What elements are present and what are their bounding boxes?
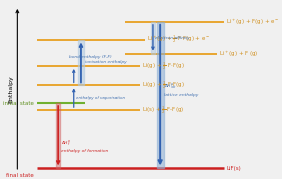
Bar bbox=[78, 40, 84, 85]
Text: $\Delta H^o_{lat}$
lattice enthalpy: $\Delta H^o_{lat}$ lattice enthalpy bbox=[164, 83, 198, 97]
Text: LiF(s): LiF(s) bbox=[226, 166, 241, 171]
Text: bond enthalpy (F-F): bond enthalpy (F-F) bbox=[69, 55, 112, 59]
Text: Li$^+$(g) + $\frac{1}{2}$ F·F(g) + e$^-$: Li$^+$(g) + $\frac{1}{2}$ F·F(g) + e$^-$ bbox=[147, 34, 210, 45]
Text: Enthalpy: Enthalpy bbox=[9, 75, 14, 103]
Text: Li$^+$(g) + F (g): Li$^+$(g) + F (g) bbox=[219, 49, 259, 59]
Bar bbox=[151, 22, 155, 54]
Text: ionisation enthalpy: ionisation enthalpy bbox=[85, 61, 126, 64]
Text: initial state: initial state bbox=[3, 101, 34, 106]
Text: Li(s) + $\frac{1}{2}$ F-F(g): Li(s) + $\frac{1}{2}$ F-F(g) bbox=[142, 104, 184, 116]
Bar bbox=[56, 103, 60, 168]
Text: electron affinity: electron affinity bbox=[155, 36, 190, 40]
Text: $\Delta H^o_f$
enthalpy of formation: $\Delta H^o_f$ enthalpy of formation bbox=[61, 139, 108, 153]
Text: Li(g) + $\frac{1}{2}$ F·F(g): Li(g) + $\frac{1}{2}$ F·F(g) bbox=[142, 60, 185, 72]
Text: Li(g) + $\frac{1}{2}$ F-F(g): Li(g) + $\frac{1}{2}$ F-F(g) bbox=[142, 79, 185, 91]
Text: final state: final state bbox=[6, 173, 34, 178]
Bar bbox=[157, 22, 164, 168]
Text: enthalpy of vaporisation: enthalpy of vaporisation bbox=[76, 96, 125, 100]
Text: Li$^+$(g) + F(g) + e$^-$: Li$^+$(g) + F(g) + e$^-$ bbox=[226, 17, 279, 27]
